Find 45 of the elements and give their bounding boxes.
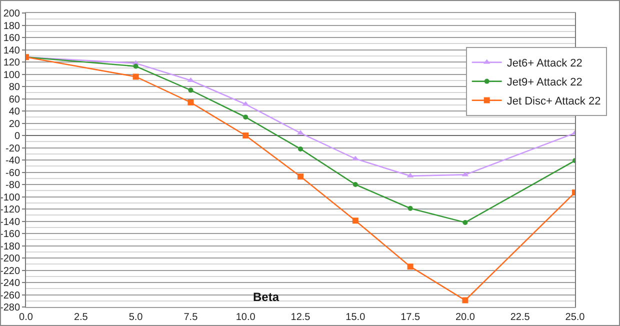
point <box>188 99 194 106</box>
y-tick-label: 0 <box>14 131 20 142</box>
x-tick-label: 7.5 <box>184 312 198 323</box>
y-tick-label: -60 <box>6 168 20 179</box>
x-tick-label: 20.0 <box>455 312 476 323</box>
point <box>297 130 304 135</box>
y-tick-label: 100 <box>3 70 20 81</box>
point <box>132 74 139 80</box>
y-tick-label: 140 <box>3 45 20 56</box>
y-tick-label: 60 <box>8 94 20 106</box>
point <box>408 206 413 211</box>
legend-label: Jet Disc+ Attack 22 <box>506 96 601 108</box>
point <box>243 114 248 120</box>
x-tick-label: 25.0 <box>565 312 586 323</box>
x-tick-label: 12.5 <box>290 312 311 323</box>
point <box>242 132 249 138</box>
point <box>407 264 414 270</box>
y-tick-label: 120 <box>3 58 20 68</box>
point <box>298 146 303 152</box>
point <box>298 174 304 180</box>
y-tick-label: 40 <box>8 106 20 118</box>
x-tick-label: 15.0 <box>346 312 366 323</box>
x-tick-label: 10.0 <box>236 312 256 323</box>
x-axis-title: Beta <box>253 290 280 304</box>
y-tick-label: -20 <box>6 143 20 154</box>
x-tick-label: 22.5 <box>510 312 530 323</box>
point <box>188 88 194 93</box>
y-tick-label: 80 <box>8 82 20 93</box>
point <box>133 64 138 69</box>
point <box>462 220 468 225</box>
x-tick-label: 0.0 <box>19 312 34 323</box>
y-tick-label: -40 <box>6 156 20 166</box>
legend-label: Jet9+ Attack 22 <box>506 76 582 89</box>
y-tick-label: 200 <box>3 8 20 20</box>
x-tick-label: 17.5 <box>400 312 420 323</box>
x-tick-label: 2.5 <box>74 312 88 323</box>
legend-label: Jet6+ Attack 22 <box>506 58 582 70</box>
x-tick-label: 5.0 <box>128 312 144 323</box>
y-tick-label: 180 <box>3 20 20 32</box>
y-tick-label: 20 <box>8 118 20 130</box>
y-tick-label: -80 <box>6 180 20 191</box>
point <box>352 218 358 224</box>
point <box>462 297 468 304</box>
y-tick-label: 160 <box>3 33 20 44</box>
point <box>352 182 358 187</box>
